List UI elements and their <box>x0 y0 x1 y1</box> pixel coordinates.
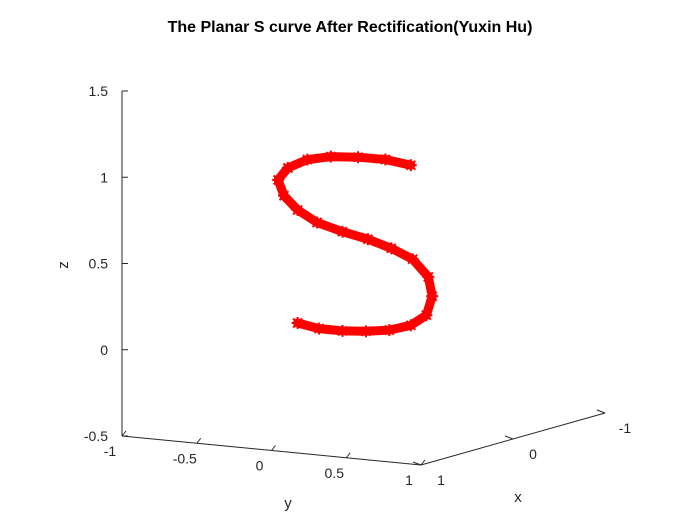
data-point <box>404 159 417 172</box>
data-point <box>426 290 439 303</box>
star-stroke <box>362 233 374 245</box>
data-point <box>383 324 396 337</box>
star-stroke <box>311 217 323 228</box>
star-stroke <box>282 162 294 174</box>
star-stroke <box>325 151 337 162</box>
y-tick-mark <box>196 437 202 444</box>
data-point <box>278 189 290 202</box>
star-stroke <box>423 271 434 283</box>
star-stroke <box>426 290 438 302</box>
data-point <box>281 161 294 174</box>
data-point <box>291 203 304 216</box>
data-point <box>324 150 337 163</box>
data-point <box>359 325 372 338</box>
z-tick-label: -0.5 <box>84 428 108 444</box>
data-point <box>420 309 433 322</box>
y-tick-mark <box>121 430 127 437</box>
data-point <box>352 151 365 164</box>
star-stroke <box>407 253 418 265</box>
y-tick-label: 0.5 <box>325 465 345 481</box>
ticks: -0.500.511.5-1 -0.5 0 0.5 1-101 <box>84 83 632 488</box>
star-stroke <box>380 154 391 165</box>
star-stroke <box>386 243 397 254</box>
data-point <box>422 270 435 283</box>
star-stroke <box>337 226 348 237</box>
star-stroke <box>337 325 348 337</box>
y-tick-mark <box>271 445 276 451</box>
series-line <box>273 152 437 336</box>
star-stroke <box>272 174 284 186</box>
x-tick-mark <box>504 435 514 440</box>
star-stroke <box>352 151 364 163</box>
z-tick-label: 1 <box>100 169 108 185</box>
x-tick-label: -1 <box>619 420 632 436</box>
x-tick-mark <box>412 461 422 466</box>
y-tick-label: 1 <box>405 472 413 488</box>
star-stroke <box>278 190 290 201</box>
data-points <box>272 150 439 338</box>
x-tick-label: 0 <box>529 446 537 462</box>
y-tick-label: -0.5 <box>173 450 197 466</box>
x-tick-label: 1 <box>437 472 445 488</box>
data-point <box>291 317 304 329</box>
x-axis-label: x <box>514 489 522 506</box>
y-tick-mark <box>420 459 426 466</box>
star-stroke <box>405 159 417 171</box>
star-stroke <box>302 154 313 165</box>
data-point <box>301 153 314 166</box>
axes <box>121 91 606 466</box>
data-point <box>272 173 285 186</box>
y-tick-label: 0 <box>256 458 264 474</box>
star-stroke <box>313 323 325 334</box>
star-stroke <box>405 320 417 331</box>
star-stroke <box>384 324 395 336</box>
y-tick-mark <box>345 452 351 459</box>
data-point <box>336 324 349 337</box>
star-stroke <box>292 204 303 216</box>
z-axis-label: z <box>55 261 72 269</box>
chart-title: The Planar S curve After Rectification(Y… <box>168 19 533 36</box>
star-stroke <box>360 326 372 337</box>
data-point <box>311 216 324 229</box>
data-point <box>379 153 392 166</box>
data-point <box>385 242 398 255</box>
z-tick-label: 0.5 <box>89 256 109 272</box>
star-stroke <box>421 309 432 321</box>
y-tick-label: -1 <box>104 443 117 459</box>
data-point <box>336 225 349 238</box>
star-stroke <box>292 317 303 329</box>
z-tick-label: 1.5 <box>89 83 109 99</box>
data-point <box>313 322 326 335</box>
data-point <box>404 319 417 332</box>
data-point <box>361 233 374 246</box>
y-axis-label: y <box>284 495 292 512</box>
x-tick-mark <box>596 409 606 414</box>
z-tick-label: 0 <box>100 342 108 358</box>
data-point <box>406 253 419 266</box>
